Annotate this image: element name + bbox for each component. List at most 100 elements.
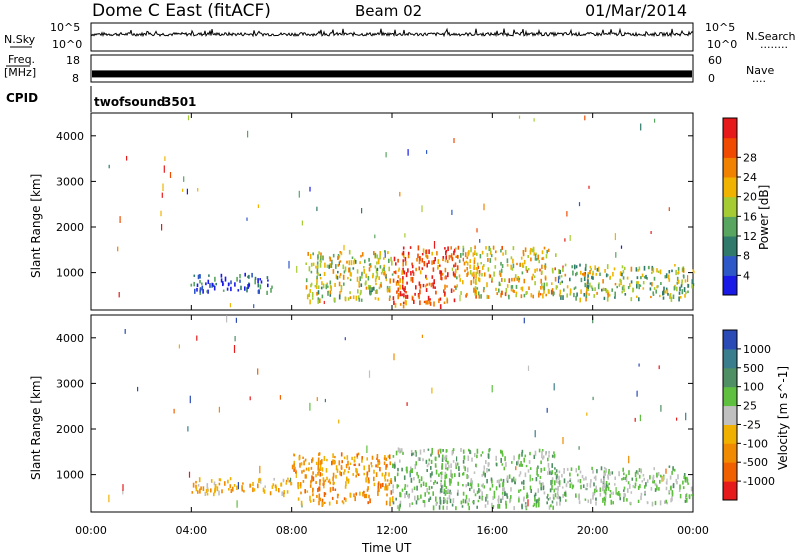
scatter-cell [632,287,634,293]
scatter-cell [622,467,624,472]
scatter-cell [512,476,515,482]
scatter-cell [600,466,603,471]
scatter-cell [562,493,564,498]
scatter-speck [366,445,368,453]
scatter-cell [324,479,327,482]
scatter-cell [595,489,598,493]
scatter-cell [346,455,349,460]
scatter-speck [638,363,640,367]
scatter-cell [426,283,428,286]
scatter-cell [497,504,499,509]
scatter-cell [504,456,506,462]
colorbar-swatch [723,348,737,369]
scatter-speck [163,165,165,173]
scatter-cell [367,284,370,290]
scatter-cell [506,475,509,481]
scatter-cell [438,505,441,510]
scatter-speck [316,397,318,402]
scatter-cell [555,469,558,473]
scatter-cell [557,486,559,491]
scatter-cell [525,506,527,509]
scatter-cell [405,291,407,294]
scatter-cell [414,495,416,501]
scatter-cell [486,468,488,473]
noise-right-dots: ........ [760,38,788,51]
scatter-cell [471,457,473,462]
scatter-cell [467,482,469,487]
scatter-speck [187,426,189,432]
scatter-cell [379,265,382,269]
scatter-cell [356,453,358,457]
scatter-cell [363,268,365,274]
scatter-speck [661,476,663,482]
scatter-cell [371,465,373,468]
scatter-cell [434,480,436,483]
scatter-cell [513,455,515,461]
scatter-cell [254,279,256,285]
scatter-cell [434,456,437,461]
scatter-cell [308,462,310,465]
scatter-cell [596,267,599,272]
scatter-cell [402,262,404,267]
scatter-cell [420,483,422,488]
scatter-cell [551,454,554,458]
scatter-cell [582,484,585,488]
scatter-cell [414,451,417,456]
scatter-cell [371,287,373,293]
scatter-cell [611,471,614,475]
scatter-cell [416,471,418,476]
scatter-cell [373,286,375,291]
scatter-cell [305,285,308,290]
scatter-cell [537,254,539,260]
scatter-cell [445,250,447,255]
scatter-speck [546,407,548,413]
scatter-cell [606,264,609,270]
scatter-cell [687,284,690,288]
scatter-cell [638,474,641,479]
scatter-cell [441,457,444,463]
scatter-cell [681,282,683,286]
scatter-cell [537,498,539,503]
scatter-cell [457,245,460,250]
scatter-cell [360,283,363,287]
scatter-cell [584,498,587,501]
scatter-cell [449,473,452,478]
scatter-cell [432,491,434,496]
scatter-cell [351,256,354,259]
scatter-cell [324,492,327,495]
scatter-cell [457,489,459,493]
scatter-cell [299,482,302,486]
scatter-cell [544,276,547,281]
scatter-cell [596,469,598,474]
scatter-cell [383,264,385,269]
scatter-cell [592,492,594,497]
scatter-cell [623,486,626,490]
scatter-cell [676,281,679,285]
scatter-cell [489,247,492,251]
scatter-cell [685,291,687,295]
scatter-cell [614,291,616,297]
scatter-cell [322,255,324,261]
scatter-speck [650,231,652,235]
scatter-speck [483,203,485,211]
scatter-cell [486,494,489,499]
scatter-cell [398,506,401,511]
scatter-cell [396,472,399,477]
scatter-cell [377,459,379,463]
scatter-cell [637,471,639,475]
scatter-cell [639,284,642,287]
scatter-cell [343,270,346,274]
scatter-cell [543,282,546,287]
scatter-cell [637,485,640,490]
colorbar-swatch [723,236,737,257]
scatter-cell [303,460,305,466]
scatter-cell [506,493,508,497]
scatter-speck [399,191,401,197]
scatter-cell [419,449,422,455]
scatter-cell [368,257,370,262]
scatter-cell [672,294,675,299]
scatter-cell [593,294,595,298]
scatter-cell [550,289,553,295]
scatter-cell [603,483,606,489]
